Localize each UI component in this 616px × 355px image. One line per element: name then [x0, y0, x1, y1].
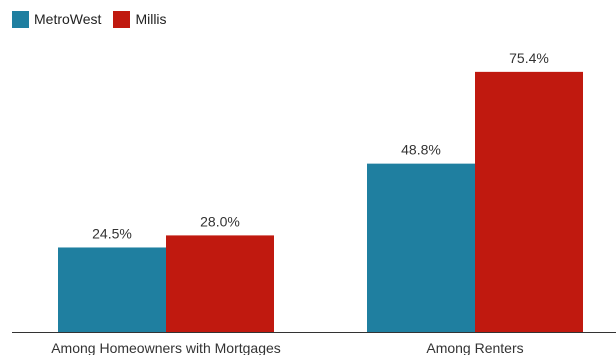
legend-swatch-millis — [113, 10, 131, 28]
legend-swatch-metrowest — [12, 10, 29, 28]
legend-item-millis: Millis — [113, 10, 167, 28]
data-label-millis-1: 28.0% — [200, 213, 240, 229]
bar-metrowest-2 — [367, 163, 475, 332]
bar-millis-2 — [475, 71, 583, 333]
bar-millis-1 — [166, 235, 274, 332]
x-tick-label-1: Among Homeowners with Mortgages — [51, 340, 281, 355]
chart-legend: MetroWest Millis — [12, 9, 179, 29]
legend-label-metrowest: MetroWest — [34, 11, 102, 27]
legend-item-metrowest: MetroWest — [12, 10, 102, 28]
bar-metrowest-1 — [58, 247, 166, 332]
data-label-millis-2: 75.4% — [509, 50, 549, 66]
data-label-metrowest-2: 48.8% — [401, 142, 441, 158]
data-label-metrowest-1: 24.5% — [92, 225, 132, 241]
x-tick-label-2: Among Renters — [426, 340, 523, 355]
legend-label-millis: Millis — [135, 11, 167, 27]
